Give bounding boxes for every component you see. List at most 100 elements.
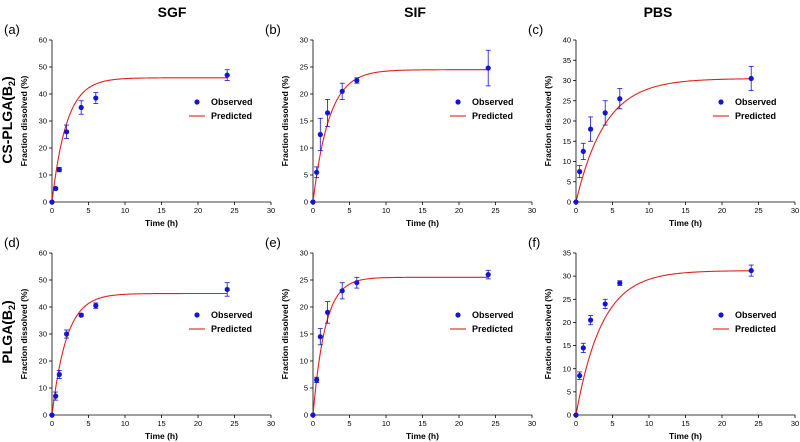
row-title-cs-plga: CS-PLGA(B2) [0, 76, 17, 163]
x-tick-label: 0 [574, 419, 578, 428]
y-tick-label: 10 [300, 144, 308, 153]
x-tick-label: 10 [645, 419, 653, 428]
x-tick-label: 10 [645, 206, 653, 215]
panel-c: (c) 0 5 10 15 20 25 30 0 5 10 15 20 25 30 35 40 Time (h) F… [528, 22, 799, 228]
observed-point [56, 167, 62, 173]
x-tick-label: 15 [157, 419, 165, 428]
legend-observed-marker [718, 312, 724, 318]
y-tick-label: 40 [563, 36, 571, 45]
x-tick-label: 25 [491, 419, 499, 428]
y-tick-label: 35 [563, 56, 571, 65]
legend-predicted-label: Predicted [735, 324, 776, 334]
observed-point [317, 131, 323, 138]
y-tick-label: 30 [39, 117, 47, 126]
x-tick-label: 10 [121, 206, 129, 215]
x-tick-label: 20 [718, 419, 726, 428]
x-axis-label: Time (h) [406, 431, 439, 441]
y-tick-label: 0 [43, 411, 47, 420]
y-tick-label: 0 [304, 411, 308, 420]
y-tick-label: 10 [39, 171, 47, 180]
legend-observed-label: Observed [735, 97, 777, 107]
observed-point [224, 286, 230, 293]
y-tick-label: 5 [567, 387, 571, 396]
legend-observed-label: Observed [211, 97, 253, 107]
y-tick-label: 20 [39, 144, 47, 153]
x-tick-label: 20 [718, 206, 726, 215]
legend-observed-label: Observed [735, 310, 777, 320]
panel-letter: (e) [265, 235, 281, 250]
legend-observed-label: Observed [472, 310, 514, 320]
y-tick-label: 15 [563, 137, 571, 146]
x-tick-label: 15 [418, 206, 426, 215]
y-axis-label: Fraction dissolved (%) [19, 75, 29, 166]
y-tick-label: 25 [563, 96, 571, 105]
x-tick-label: 25 [754, 419, 762, 428]
x-tick-label: 25 [230, 419, 238, 428]
y-tick-label: 15 [300, 330, 308, 339]
y-tick-label: 30 [39, 330, 47, 339]
y-tick-label: 15 [563, 341, 571, 350]
observed-point [317, 334, 323, 340]
observed-point [577, 169, 583, 175]
y-tick-label: 5 [304, 171, 308, 180]
observed-point [314, 377, 320, 383]
x-tick-label: 20 [194, 419, 202, 428]
y-tick-label: 50 [39, 276, 47, 285]
legend-predicted-label: Predicted [472, 324, 513, 334]
y-tick-label: 25 [300, 63, 308, 72]
y-axis-label: Fraction dissolved (%) [543, 75, 553, 166]
observed-point [339, 288, 345, 294]
observed-point [53, 393, 59, 399]
x-tick-label: 15 [681, 206, 689, 215]
y-tick-label: 10 [39, 384, 47, 393]
observed-point [49, 412, 55, 418]
y-tick-label: 30 [563, 76, 571, 85]
x-tick-label: 25 [491, 206, 499, 215]
observed-point [588, 126, 594, 132]
legend-predicted-label: Predicted [211, 324, 252, 334]
panel-f: (f) 0 5 10 15 20 25 30 0 5 10 15 20 25 30 35 Time (h) Fra… [528, 235, 799, 441]
row-title-plga-sub: 2 [7, 305, 17, 310]
observed-point [748, 75, 754, 82]
panel-b: (b) 0 5 10 15 20 25 30 0 5 10 15 20 25 30 Time (h) Fract… [265, 22, 536, 228]
x-axis-label: Time (h) [406, 218, 439, 228]
x-tick-label: 25 [230, 206, 238, 215]
row-title-cs-plga-sub: 2 [7, 81, 17, 86]
y-tick-label: 35 [563, 249, 571, 258]
x-tick-label: 15 [157, 206, 165, 215]
panel-letter: (a) [4, 22, 20, 37]
observed-point [93, 95, 99, 101]
row-title-plga-main: PLGA(B [0, 310, 15, 364]
observed-point [56, 371, 62, 378]
x-tick-label: 30 [791, 206, 799, 215]
y-tick-label: 0 [567, 198, 571, 207]
observed-point [78, 312, 84, 318]
x-axis-label: Time (h) [145, 431, 178, 441]
observed-point [748, 267, 754, 274]
observed-point [602, 110, 608, 116]
observed-point [64, 129, 70, 135]
y-tick-label: 10 [563, 364, 571, 373]
y-tick-label: 20 [563, 318, 571, 327]
y-tick-label: 20 [300, 303, 308, 312]
x-tick-label: 30 [267, 419, 275, 428]
legend-predicted-label: Predicted [472, 111, 513, 121]
legend-observed-marker [194, 99, 200, 105]
observed-point [310, 412, 316, 418]
x-tick-label: 5 [86, 419, 90, 428]
panel-a: (a) 0 5 10 15 20 25 30 0 10 20 30 40 50 60 Time (h) Frac… [4, 22, 275, 228]
row-title-plga: PLGA(B2) [0, 300, 17, 363]
observed-point [573, 199, 579, 205]
observed-point [325, 110, 331, 116]
legend-observed-label: Observed [211, 310, 253, 320]
observed-point [580, 148, 586, 154]
observed-point [602, 301, 608, 307]
x-axis-label: Time (h) [669, 431, 702, 441]
y-tick-label: 10 [563, 157, 571, 166]
observed-point [314, 169, 320, 175]
y-axis-label: Fraction dissolved (%) [543, 288, 553, 379]
x-tick-label: 5 [610, 419, 614, 428]
observed-point [354, 280, 360, 286]
